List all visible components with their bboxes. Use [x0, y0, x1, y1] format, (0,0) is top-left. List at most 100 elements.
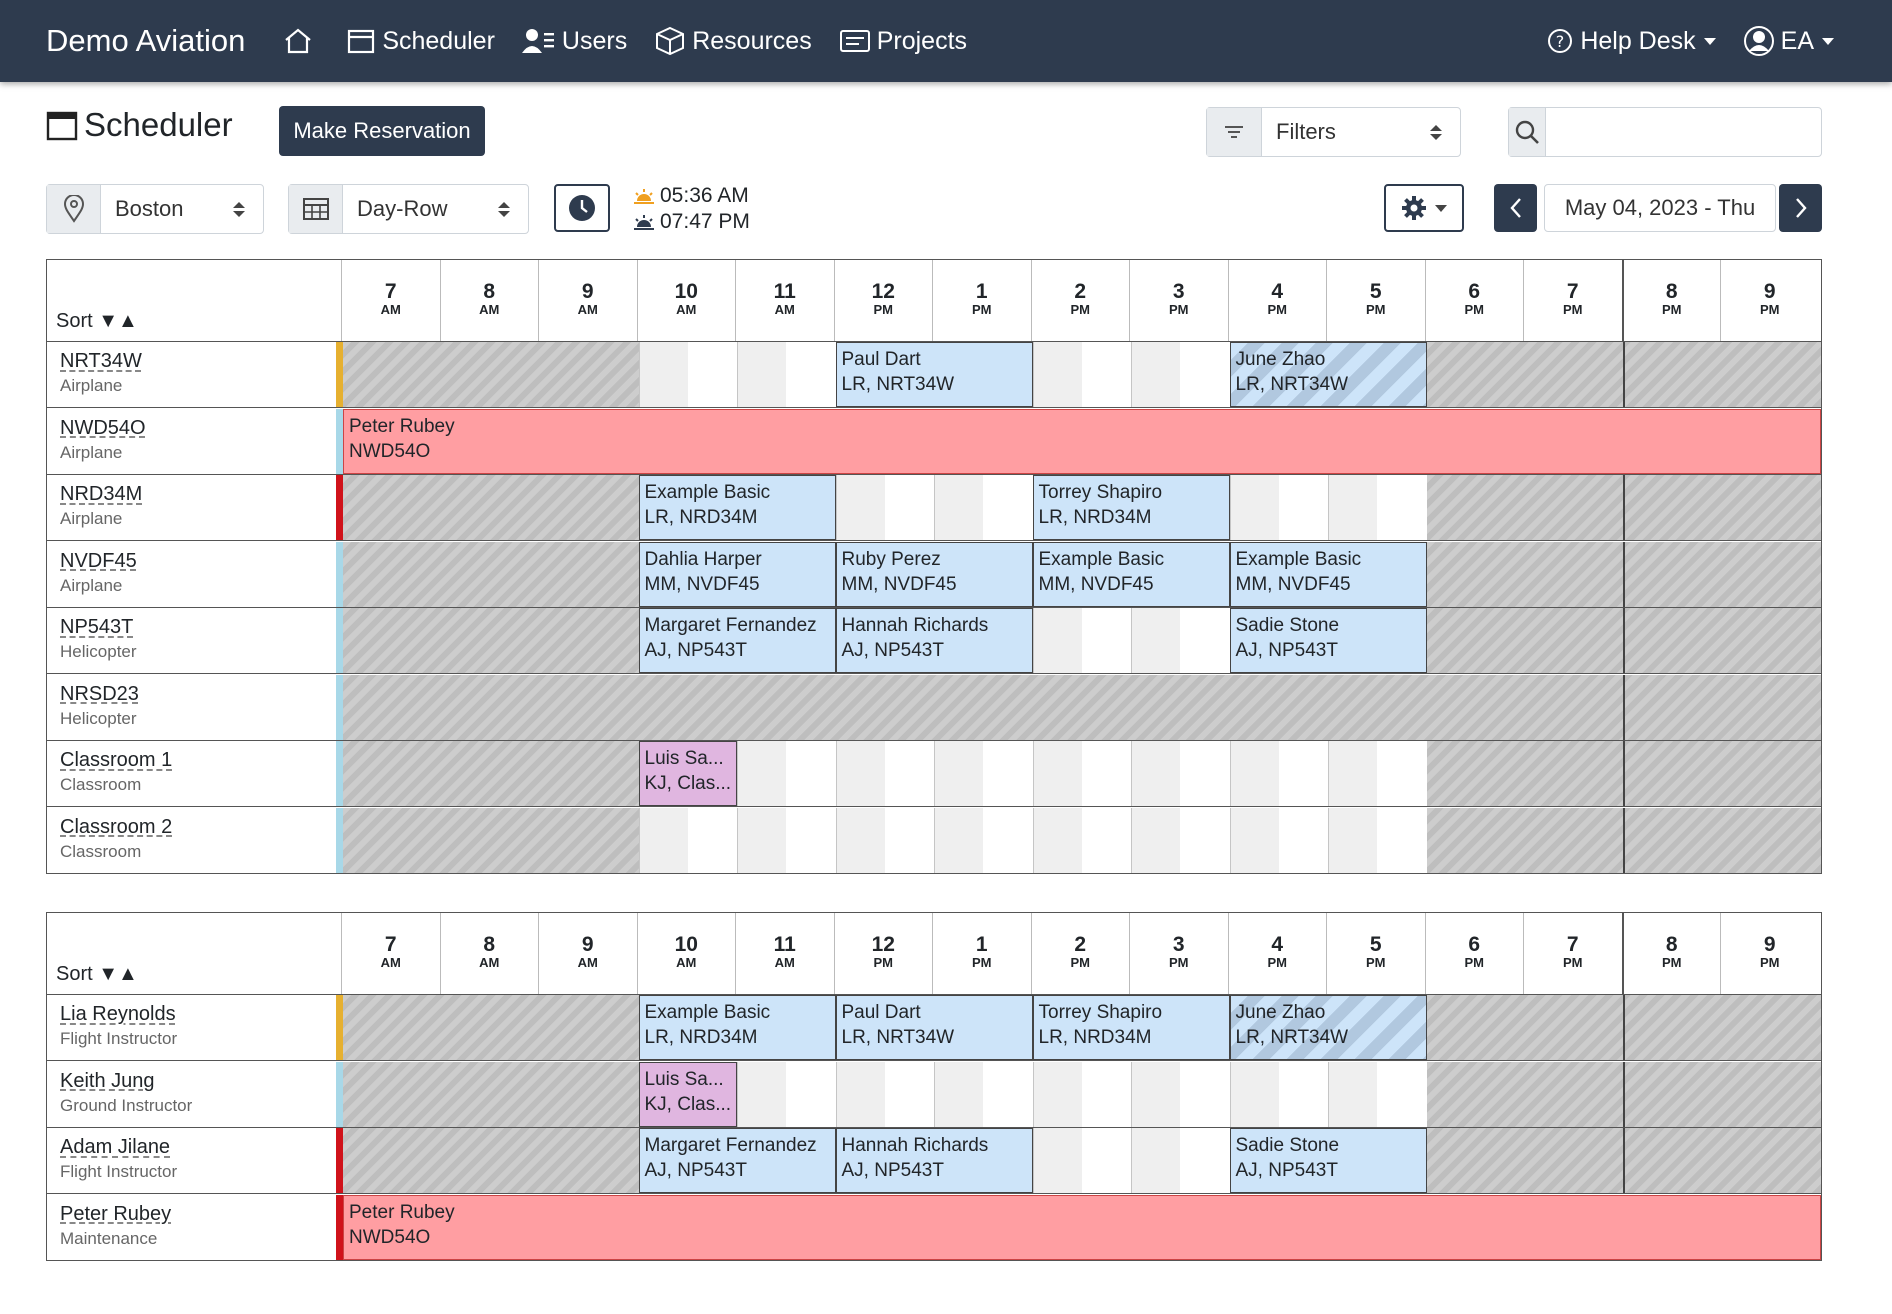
time-slot[interactable] [737, 807, 787, 873]
time-slot[interactable] [884, 475, 934, 540]
time-slot[interactable] [737, 741, 787, 806]
time-slot[interactable] [983, 475, 1033, 540]
time-slot[interactable] [1131, 608, 1181, 673]
time-slot[interactable] [934, 807, 984, 873]
reservation-block[interactable]: Margaret Fernandez AJ, NP543T [638, 1128, 836, 1193]
row-name-link[interactable]: Classroom 2 [60, 815, 173, 838]
reservation-block[interactable]: Dahlia Harper MM, NVDF45 [638, 541, 836, 607]
row-name-link[interactable]: Keith Jung [60, 1069, 155, 1092]
time-slot[interactable] [1081, 1128, 1131, 1193]
time-slot[interactable] [1328, 807, 1378, 873]
time-slot[interactable] [1032, 1128, 1082, 1193]
time-slot[interactable] [884, 1061, 934, 1127]
time-slot[interactable] [1278, 741, 1328, 806]
reservation-block[interactable]: Torrey Shapiro LR, NRD34M [1032, 995, 1230, 1060]
reservation-block[interactable]: Luis Sa... KJ, Clas... [638, 1061, 737, 1127]
view-select[interactable]: Day-Row [288, 184, 529, 234]
next-day-button[interactable] [1779, 184, 1822, 232]
reservation-block[interactable]: Ruby Perez MM, NVDF45 [835, 541, 1033, 607]
time-slot[interactable] [687, 342, 737, 407]
time-slot[interactable] [1377, 741, 1427, 806]
row-name-link[interactable]: Peter Rubey [60, 1202, 172, 1225]
nav-projects[interactable]: Projects [839, 27, 967, 56]
reservation-block[interactable]: Margaret Fernandez AJ, NP543T [638, 608, 836, 673]
row-name-link[interactable]: Classroom 1 [60, 749, 173, 771]
time-slot[interactable] [1081, 807, 1131, 873]
row-name-link[interactable]: NRD34M [60, 483, 143, 505]
time-slot[interactable] [835, 807, 885, 873]
time-slot[interactable] [1229, 807, 1279, 873]
row-name-link[interactable]: NRSD23 [60, 682, 139, 705]
time-slot[interactable] [687, 807, 737, 873]
reservation-block[interactable]: Example Basic LR, NRD34M [638, 995, 836, 1060]
time-slot[interactable] [1081, 608, 1131, 673]
time-slot[interactable] [1328, 475, 1378, 540]
reservation-block[interactable]: Paul Dart LR, NRT34W [835, 995, 1033, 1060]
reservation-block[interactable]: Luis Sa... KJ, Clas... [638, 741, 737, 806]
time-slot[interactable] [934, 741, 984, 806]
reservation-block[interactable]: Example Basic MM, NVDF45 [1229, 541, 1427, 607]
time-slot[interactable] [786, 741, 836, 806]
reservation-block[interactable]: Sadie Stone AJ, NP543T [1229, 608, 1427, 673]
help-desk-dropdown[interactable]: ? Help Desk [1546, 27, 1716, 56]
brand-logo[interactable]: Demo Aviation [46, 23, 246, 58]
reservation-block[interactable]: Peter Rubey NWD54O [343, 408, 1821, 474]
reservation-block[interactable]: Example Basic LR, NRD34M [638, 475, 836, 540]
time-slot[interactable] [884, 741, 934, 806]
reservation-block[interactable]: Paul Dart LR, NRT34W [835, 342, 1033, 407]
user-menu-dropdown[interactable]: EA [1743, 25, 1834, 57]
time-slot[interactable] [1180, 342, 1230, 407]
time-slot[interactable] [1180, 608, 1230, 673]
row-name-link[interactable]: Lia Reynolds [60, 1003, 176, 1025]
nav-resources[interactable]: Resources [654, 26, 812, 56]
time-slot[interactable] [1131, 741, 1181, 806]
time-slot[interactable] [983, 1061, 1033, 1127]
row-name-link[interactable]: Adam Jilane [60, 1136, 171, 1158]
time-slot[interactable] [1180, 741, 1230, 806]
time-slot[interactable] [1032, 608, 1082, 673]
time-toggle-button[interactable] [554, 184, 610, 232]
time-slot[interactable] [737, 342, 787, 407]
time-slot[interactable] [1278, 475, 1328, 540]
filters-select[interactable]: Filters [1206, 107, 1461, 157]
time-slot[interactable] [1032, 342, 1082, 407]
row-name-link[interactable]: NRT34W [60, 350, 142, 372]
sort-toggle[interactable]: Sort ▼▲ [56, 963, 138, 985]
time-slot[interactable] [1131, 1061, 1181, 1127]
settings-dropdown[interactable] [1384, 184, 1464, 232]
time-slot[interactable] [884, 807, 934, 873]
time-slot[interactable] [1032, 1061, 1082, 1127]
time-slot[interactable] [1180, 807, 1230, 873]
row-name-link[interactable]: NVDF45 [60, 549, 137, 572]
time-slot[interactable] [1081, 1061, 1131, 1127]
time-slot[interactable] [1131, 807, 1181, 873]
time-slot[interactable] [1180, 1128, 1230, 1193]
time-slot[interactable] [1081, 342, 1131, 407]
prev-day-button[interactable] [1494, 184, 1537, 232]
time-slot[interactable] [737, 1061, 787, 1127]
time-slot[interactable] [835, 475, 885, 540]
reservation-block[interactable]: June Zhao LR, NRT34W [1229, 342, 1427, 407]
time-slot[interactable] [786, 807, 836, 873]
time-slot[interactable] [934, 1061, 984, 1127]
time-slot[interactable] [1278, 807, 1328, 873]
reservation-block[interactable]: Peter Rubey NWD54O [343, 1194, 1821, 1260]
time-slot[interactable] [934, 475, 984, 540]
time-slot[interactable] [1131, 342, 1181, 407]
reservation-block[interactable]: June Zhao LR, NRT34W [1229, 995, 1427, 1060]
reservation-block[interactable]: Torrey Shapiro LR, NRD34M [1032, 475, 1230, 540]
time-slot[interactable] [1032, 807, 1082, 873]
date-picker-input[interactable]: May 04, 2023 - Thu [1544, 184, 1776, 232]
time-slot[interactable] [1278, 1061, 1328, 1127]
time-slot[interactable] [638, 342, 688, 407]
nav-users[interactable]: Users [521, 27, 627, 56]
nav-scheduler[interactable]: Scheduler [346, 27, 495, 56]
time-slot[interactable] [1229, 475, 1279, 540]
time-slot[interactable] [1131, 1128, 1181, 1193]
reservation-block[interactable]: Hannah Richards AJ, NP543T [835, 1128, 1033, 1193]
row-name-link[interactable]: NP543T [60, 616, 134, 638]
search-input[interactable] [1546, 108, 1821, 156]
time-slot[interactable] [1328, 1061, 1378, 1127]
time-slot[interactable] [638, 807, 688, 873]
time-slot[interactable] [983, 807, 1033, 873]
